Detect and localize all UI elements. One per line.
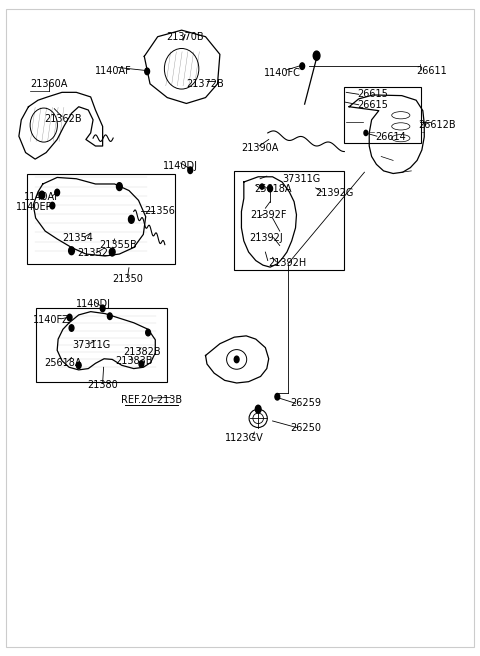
- Text: 21355B: 21355B: [99, 240, 137, 250]
- Circle shape: [117, 182, 122, 190]
- Text: 26615: 26615: [358, 89, 388, 99]
- Circle shape: [50, 202, 55, 209]
- Text: 21362B: 21362B: [44, 113, 82, 123]
- Text: 25618A: 25618A: [44, 358, 82, 368]
- Circle shape: [313, 51, 320, 60]
- Text: 26615: 26615: [358, 100, 388, 110]
- Circle shape: [108, 313, 112, 319]
- Bar: [27, 174, 175, 264]
- Bar: [36, 308, 167, 382]
- Text: 1140FZ: 1140FZ: [33, 315, 69, 325]
- Circle shape: [188, 167, 192, 173]
- Circle shape: [100, 305, 105, 312]
- Text: 1140DJ: 1140DJ: [75, 298, 110, 309]
- Circle shape: [76, 362, 81, 369]
- Text: 21392J: 21392J: [250, 233, 283, 243]
- Text: 26259: 26259: [290, 398, 322, 408]
- Text: 21392G: 21392G: [315, 188, 354, 198]
- Text: 21350: 21350: [112, 274, 143, 284]
- Circle shape: [67, 314, 72, 321]
- Circle shape: [268, 185, 273, 192]
- Text: 21380: 21380: [87, 380, 118, 390]
- Text: 21390A: 21390A: [241, 143, 279, 153]
- Text: 21370B: 21370B: [166, 31, 204, 42]
- Circle shape: [39, 191, 45, 199]
- Circle shape: [300, 63, 305, 70]
- Text: REF.20-213B: REF.20-213B: [121, 395, 182, 405]
- Text: 1140AF: 1140AF: [24, 192, 61, 202]
- Circle shape: [146, 329, 151, 336]
- Text: 21383B: 21383B: [115, 356, 153, 366]
- Circle shape: [255, 405, 261, 413]
- Circle shape: [55, 189, 60, 195]
- Text: 21392F: 21392F: [251, 211, 287, 220]
- Circle shape: [69, 247, 74, 255]
- Circle shape: [364, 131, 368, 136]
- Text: 37311G: 37311G: [282, 174, 320, 184]
- Circle shape: [275, 394, 280, 400]
- Text: 26612B: 26612B: [419, 120, 456, 130]
- Text: 1140DJ: 1140DJ: [163, 161, 198, 171]
- Circle shape: [260, 184, 264, 189]
- Circle shape: [129, 215, 134, 223]
- Circle shape: [69, 325, 74, 331]
- Text: 21352: 21352: [77, 249, 108, 258]
- Text: 1140EP: 1140EP: [16, 202, 52, 212]
- Text: 37311G: 37311G: [72, 340, 111, 350]
- Text: 1140AF: 1140AF: [95, 66, 132, 75]
- Circle shape: [139, 361, 144, 367]
- Text: 21392H: 21392H: [268, 258, 306, 268]
- Bar: [344, 87, 421, 144]
- Text: 26611: 26611: [416, 66, 447, 75]
- Circle shape: [109, 248, 115, 256]
- Text: 25618A: 25618A: [254, 184, 291, 194]
- Text: 26614: 26614: [375, 132, 406, 142]
- Circle shape: [234, 356, 239, 363]
- Text: 21360A: 21360A: [30, 79, 67, 89]
- Text: 21372B: 21372B: [187, 79, 225, 89]
- Bar: [234, 171, 344, 270]
- Text: 21382B: 21382B: [123, 346, 161, 357]
- Text: 26250: 26250: [290, 423, 322, 433]
- Circle shape: [145, 68, 150, 75]
- Text: 1140FC: 1140FC: [264, 68, 300, 77]
- Text: 21356: 21356: [144, 207, 175, 216]
- Text: 21354: 21354: [62, 233, 93, 243]
- Text: 1123GV: 1123GV: [225, 433, 263, 443]
